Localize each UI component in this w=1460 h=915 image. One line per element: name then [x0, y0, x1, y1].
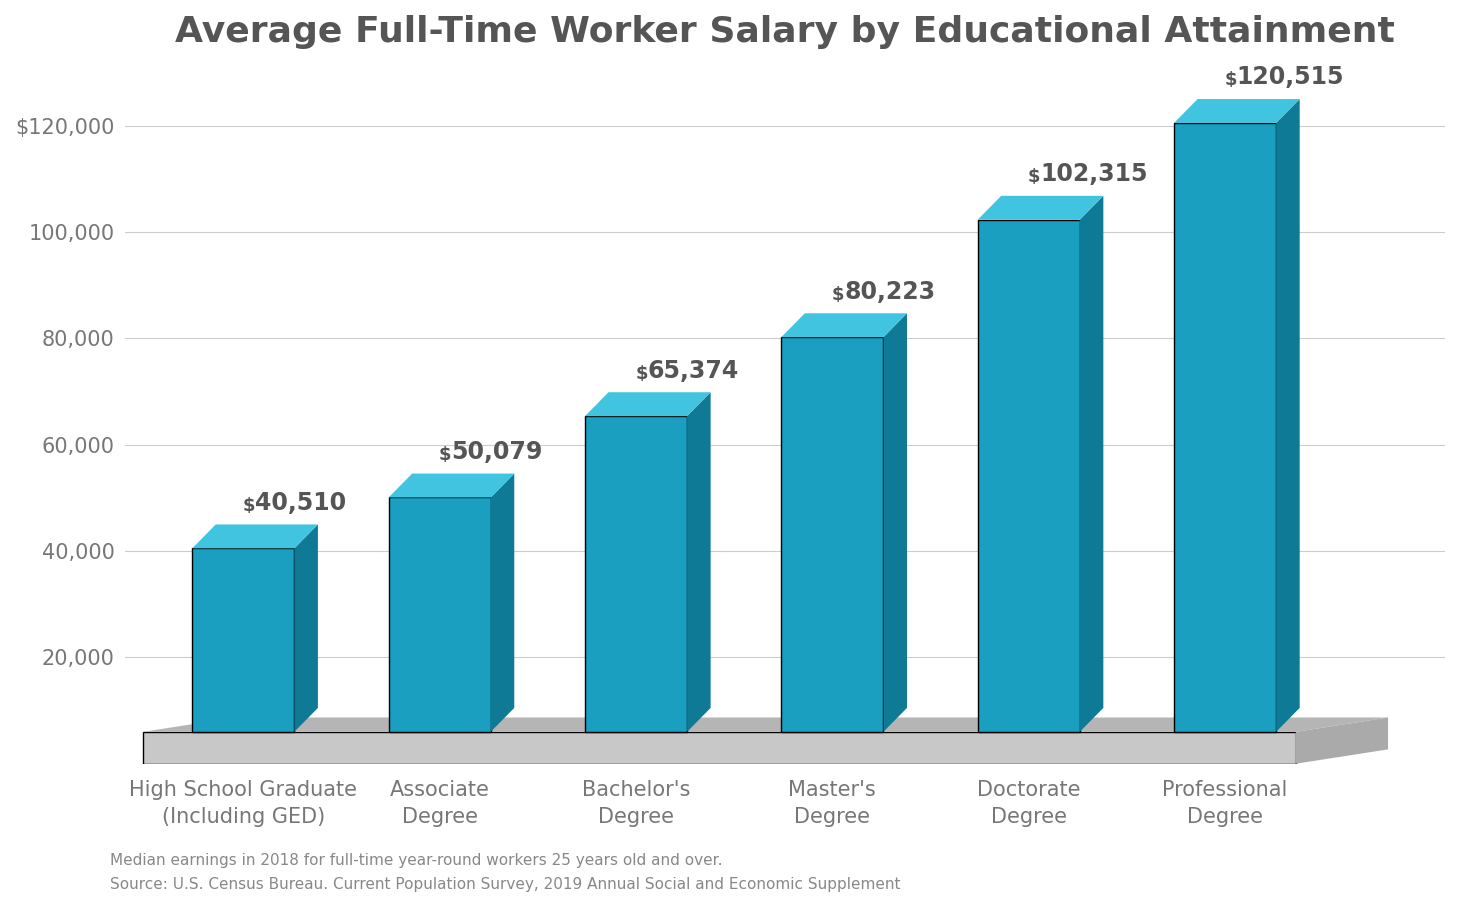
Polygon shape	[585, 393, 711, 416]
Polygon shape	[1080, 196, 1104, 732]
Text: Source: U.S. Census Bureau. Current Population Survey, 2019 Annual Social and Ec: Source: U.S. Census Bureau. Current Popu…	[110, 877, 899, 892]
FancyBboxPatch shape	[781, 338, 883, 732]
Polygon shape	[388, 474, 514, 498]
Text: 80,223: 80,223	[844, 280, 936, 304]
Text: 102,315: 102,315	[1041, 162, 1148, 187]
Polygon shape	[193, 524, 318, 548]
Polygon shape	[491, 474, 514, 732]
Polygon shape	[978, 196, 1104, 220]
Polygon shape	[143, 717, 1388, 732]
Text: $: $	[439, 446, 451, 464]
Text: $: $	[242, 497, 255, 515]
Text: $: $	[832, 285, 844, 304]
FancyBboxPatch shape	[978, 220, 1080, 732]
FancyBboxPatch shape	[388, 498, 491, 732]
Polygon shape	[883, 313, 907, 732]
Title: Average Full-Time Worker Salary by Educational Attainment: Average Full-Time Worker Salary by Educa…	[175, 15, 1396, 49]
Polygon shape	[1174, 99, 1299, 123]
Text: 50,079: 50,079	[451, 440, 543, 464]
FancyBboxPatch shape	[143, 732, 1296, 764]
Text: 120,515: 120,515	[1237, 66, 1345, 90]
Polygon shape	[1276, 99, 1299, 732]
Text: 40,510: 40,510	[255, 490, 346, 515]
Polygon shape	[1296, 717, 1388, 764]
Text: $: $	[635, 365, 648, 382]
FancyBboxPatch shape	[193, 548, 295, 732]
FancyBboxPatch shape	[585, 416, 688, 732]
Text: 65,374: 65,374	[648, 359, 739, 382]
FancyBboxPatch shape	[1174, 123, 1276, 732]
Text: Median earnings in 2018 for full-time year-round workers 25 years old and over.: Median earnings in 2018 for full-time ye…	[110, 853, 723, 867]
Text: $: $	[1225, 71, 1237, 90]
Polygon shape	[295, 524, 318, 732]
Polygon shape	[688, 393, 711, 732]
Text: $: $	[1028, 168, 1041, 187]
Polygon shape	[781, 313, 907, 338]
